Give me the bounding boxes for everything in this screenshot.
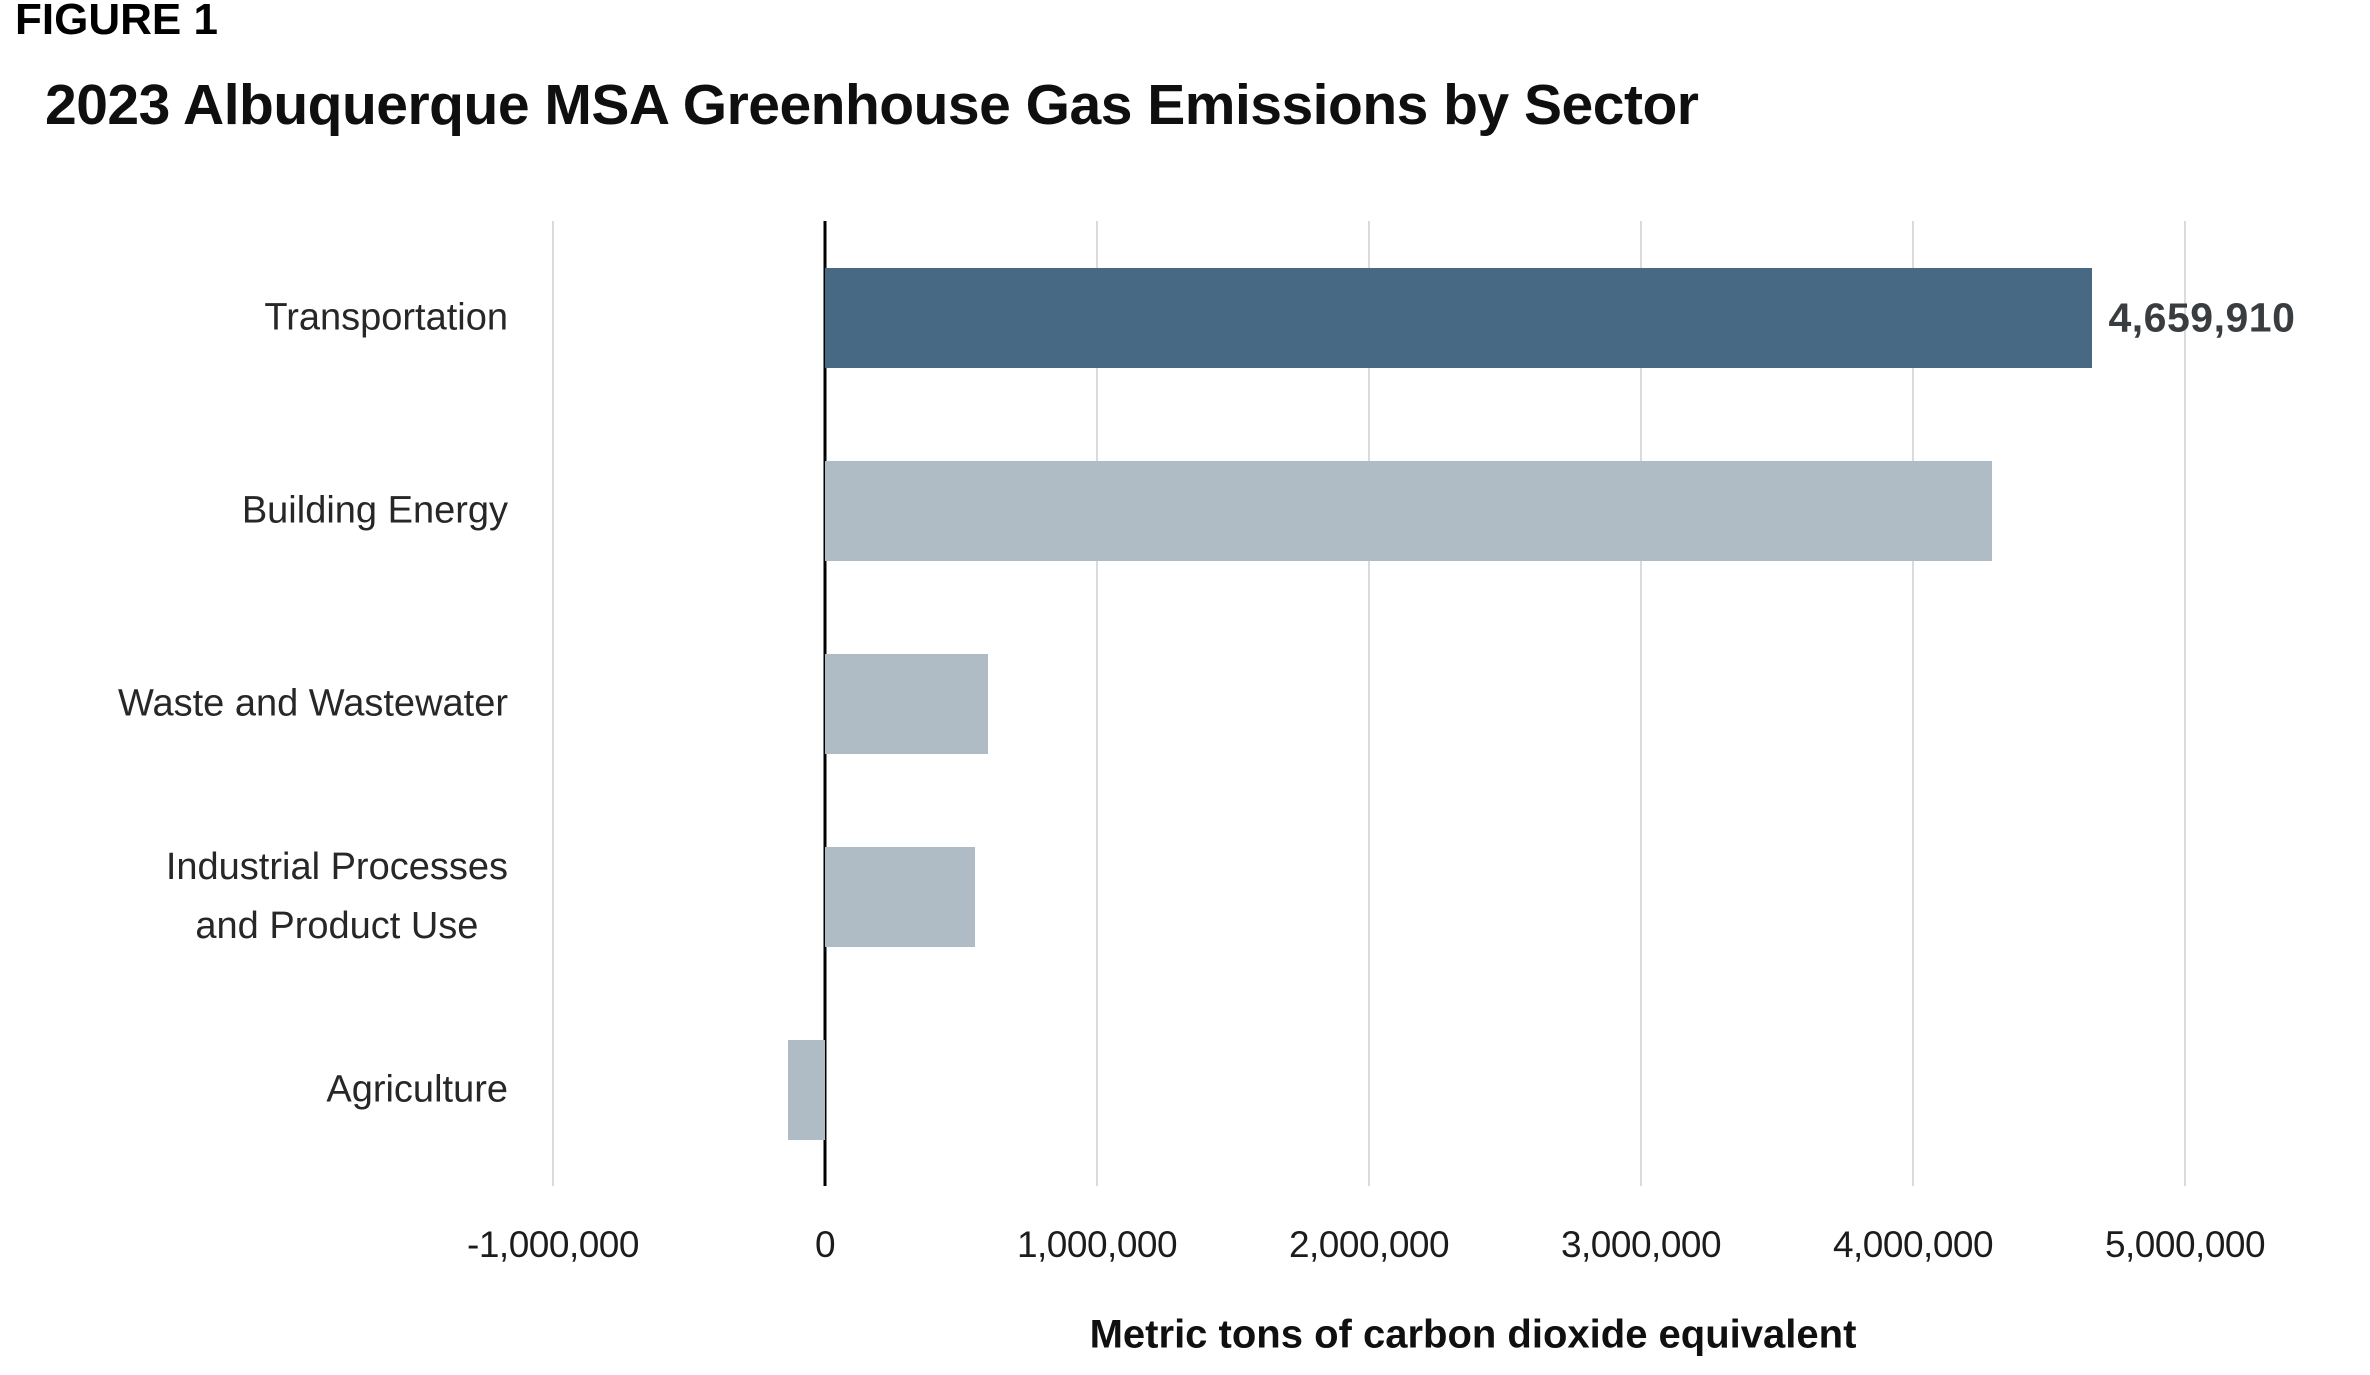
category-label: Agriculture (326, 1068, 508, 1111)
gridline (2184, 221, 2186, 1186)
gridline (1368, 221, 1370, 1186)
figure-label: FIGURE 1 (15, 0, 218, 44)
x-axis-title: Metric tons of carbon dioxide equivalent (1089, 1312, 1857, 1357)
category-label: Transportation (264, 296, 508, 339)
gridline (1912, 221, 1914, 1186)
x-tick-label: 3,000,000 (1560, 1224, 1722, 1265)
x-tick-label: -1,000,000 (467, 1224, 639, 1265)
category-label: Building Energy (241, 489, 508, 532)
bar (825, 268, 2093, 368)
x-tick-label: 4,000,000 (1832, 1224, 1994, 1265)
chart-title: 2023 Albuquerque MSA Greenhouse Gas Emis… (45, 73, 1699, 137)
x-tick-label: 2,000,000 (1288, 1224, 1450, 1265)
value-label: 4,659,910 (2108, 294, 2296, 341)
bar (825, 654, 989, 754)
bar (825, 847, 975, 947)
x-tick-label: 5,000,000 (2104, 1224, 2266, 1265)
x-tick-label: 0 (814, 1224, 836, 1265)
gridline (552, 221, 554, 1186)
gridline (1096, 221, 1098, 1186)
bar (788, 1040, 825, 1140)
category-label: Waste and Wastewater (117, 682, 508, 725)
x-tick-label: 1,000,000 (1016, 1224, 1178, 1265)
gridline (1640, 221, 1642, 1186)
bar (825, 461, 1992, 561)
category-label: Industrial Processes and Product Use (165, 846, 508, 947)
